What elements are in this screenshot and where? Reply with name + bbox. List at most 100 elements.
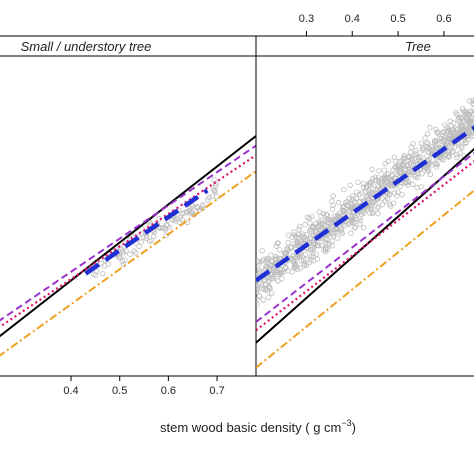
data-point bbox=[422, 135, 428, 141]
data-point bbox=[294, 242, 300, 249]
data-point bbox=[349, 219, 356, 226]
data-point bbox=[469, 130, 474, 136]
data-point bbox=[472, 117, 474, 123]
data-point bbox=[412, 174, 418, 180]
series-line-dashed bbox=[0, 144, 256, 322]
data-point bbox=[433, 126, 439, 133]
data-point bbox=[301, 263, 307, 269]
data-point bbox=[312, 230, 318, 236]
data-point bbox=[429, 146, 435, 153]
data-point bbox=[272, 253, 279, 260]
data-point bbox=[150, 233, 157, 240]
data-point bbox=[425, 149, 432, 155]
data-point bbox=[420, 147, 426, 153]
data-point bbox=[297, 223, 303, 230]
data-point bbox=[262, 286, 269, 292]
data-point bbox=[265, 294, 272, 301]
data-point bbox=[466, 117, 472, 124]
data-point bbox=[131, 248, 137, 254]
data-point bbox=[214, 193, 220, 200]
data-point bbox=[335, 235, 341, 241]
data-point bbox=[260, 256, 267, 263]
data-point bbox=[445, 128, 452, 134]
data-point bbox=[339, 229, 345, 235]
data-point bbox=[162, 225, 168, 232]
data-point bbox=[206, 194, 212, 201]
data-point bbox=[307, 220, 313, 226]
data-point bbox=[351, 198, 358, 205]
data-point bbox=[410, 181, 416, 188]
data-point bbox=[427, 124, 433, 131]
data-point bbox=[115, 254, 122, 261]
data-point bbox=[328, 224, 334, 231]
data-point bbox=[308, 253, 315, 259]
data-point bbox=[455, 116, 461, 123]
data-point bbox=[256, 258, 261, 264]
data-point bbox=[299, 233, 305, 239]
data-point bbox=[176, 219, 183, 225]
data-point bbox=[416, 155, 422, 161]
data-point bbox=[353, 216, 360, 222]
data-point bbox=[307, 228, 313, 235]
data-point bbox=[98, 260, 104, 266]
data-point bbox=[375, 205, 381, 211]
data-point bbox=[318, 213, 324, 219]
data-point bbox=[447, 118, 453, 124]
data-point bbox=[396, 158, 402, 165]
data-point bbox=[186, 208, 193, 214]
data-point bbox=[349, 213, 355, 219]
data-point bbox=[445, 153, 451, 159]
data-point bbox=[375, 204, 382, 210]
data-point bbox=[329, 206, 336, 212]
data-point bbox=[256, 282, 262, 288]
data-point bbox=[286, 247, 292, 253]
data-point bbox=[322, 217, 328, 223]
data-point bbox=[330, 193, 336, 199]
data-point bbox=[392, 164, 398, 170]
x-tick-label: 0.7 bbox=[209, 385, 224, 397]
data-point bbox=[402, 166, 408, 173]
data-point bbox=[446, 154, 452, 160]
data-point bbox=[200, 202, 206, 208]
data-point bbox=[466, 98, 473, 104]
data-point bbox=[457, 129, 463, 136]
data-point bbox=[281, 250, 288, 256]
data-point bbox=[275, 269, 281, 276]
data-point bbox=[310, 253, 317, 259]
data-point bbox=[335, 199, 342, 206]
data-point bbox=[391, 154, 398, 160]
data-point bbox=[386, 181, 392, 187]
data-point bbox=[329, 198, 335, 204]
data-point bbox=[370, 175, 376, 182]
series-line-dashed bbox=[256, 151, 474, 323]
data-point bbox=[454, 152, 460, 158]
data-point bbox=[405, 178, 411, 184]
data-point bbox=[143, 235, 149, 241]
panel-small-frame bbox=[0, 35, 257, 377]
data-point bbox=[256, 293, 262, 299]
data-point bbox=[409, 158, 415, 164]
data-point bbox=[285, 239, 291, 246]
data-point bbox=[99, 271, 106, 277]
data-point bbox=[277, 247, 283, 253]
panel-tree-lines bbox=[256, 125, 474, 369]
data-point bbox=[123, 248, 129, 254]
series-line-solid bbox=[0, 135, 256, 338]
panel-tree: Tree 0.3 0.4 0.5 0.6 bbox=[255, 13, 474, 377]
panel-small-bottom-ticks: 0.4 0.5 0.6 0.7 bbox=[63, 376, 225, 397]
data-point bbox=[302, 251, 309, 257]
data-point bbox=[259, 285, 265, 292]
data-point bbox=[413, 150, 419, 156]
data-point bbox=[329, 219, 336, 225]
data-point bbox=[308, 247, 314, 253]
data-point bbox=[465, 116, 471, 123]
data-point bbox=[381, 167, 388, 173]
data-point bbox=[311, 241, 317, 248]
series-line-longdash bbox=[256, 125, 474, 283]
data-point bbox=[378, 182, 384, 188]
data-point bbox=[323, 241, 329, 247]
data-point bbox=[413, 147, 419, 154]
x-axis-title-main: stem wood basic density ( g cm bbox=[160, 420, 341, 435]
top-tick-label: 0.3 bbox=[299, 13, 314, 25]
